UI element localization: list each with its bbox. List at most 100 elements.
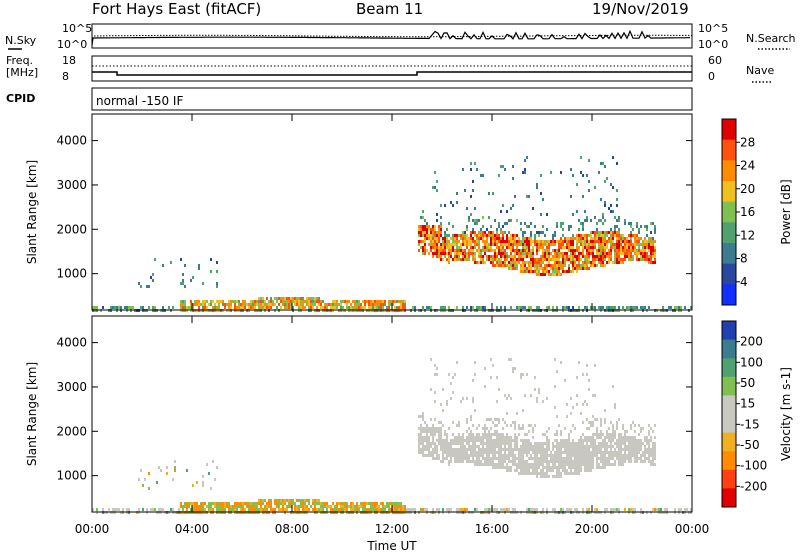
data-cell bbox=[274, 303, 276, 306]
data-cell bbox=[482, 246, 484, 249]
data-cell bbox=[434, 457, 436, 460]
data-cell bbox=[608, 255, 610, 258]
data-cell bbox=[504, 252, 506, 255]
data-cell bbox=[344, 505, 346, 508]
data-cell bbox=[466, 258, 468, 261]
data-cell bbox=[388, 508, 390, 511]
data-cell bbox=[518, 255, 520, 258]
data-cell bbox=[570, 457, 572, 460]
data-cell bbox=[646, 246, 648, 249]
data-cell bbox=[652, 460, 654, 463]
data-cell bbox=[466, 397, 468, 400]
data-cell bbox=[244, 306, 246, 309]
data-cell bbox=[526, 252, 528, 255]
data-cell bbox=[422, 246, 424, 249]
data-cell bbox=[516, 457, 518, 460]
data-cell bbox=[642, 243, 644, 246]
data-cell bbox=[532, 466, 534, 469]
data-cell bbox=[374, 505, 376, 508]
data-cell bbox=[536, 246, 538, 249]
data-cell bbox=[108, 508, 110, 511]
data-cell bbox=[358, 306, 360, 309]
data-cell bbox=[498, 222, 500, 225]
data-cell bbox=[636, 255, 638, 258]
data-cell bbox=[582, 243, 584, 246]
data-cell bbox=[468, 457, 470, 460]
data-cell bbox=[184, 285, 186, 288]
data-cell bbox=[252, 502, 254, 505]
data-cell bbox=[522, 442, 524, 445]
data-cell bbox=[368, 306, 370, 309]
data-cell bbox=[462, 237, 464, 240]
data-cell bbox=[546, 258, 548, 261]
data-cell bbox=[594, 448, 596, 451]
data-cell bbox=[624, 448, 626, 451]
data-cell bbox=[594, 240, 596, 243]
data-cell bbox=[474, 454, 476, 457]
data-cell bbox=[598, 255, 600, 258]
data-cell bbox=[478, 231, 480, 234]
data-cell bbox=[528, 240, 530, 243]
data-cell bbox=[640, 445, 642, 448]
data-cell bbox=[456, 451, 458, 454]
data-cell bbox=[638, 433, 640, 436]
data-cell bbox=[568, 436, 570, 439]
power-colorbar-tick-label: 8 bbox=[740, 252, 748, 266]
data-cell bbox=[640, 258, 642, 261]
data-cell bbox=[616, 243, 618, 246]
data-cell bbox=[314, 303, 316, 306]
data-cell bbox=[620, 433, 622, 436]
data-cell bbox=[430, 427, 432, 430]
data-cell bbox=[548, 252, 550, 255]
data-cell bbox=[446, 451, 448, 454]
data-cell bbox=[466, 508, 468, 511]
data-cell bbox=[496, 243, 498, 246]
data-cell bbox=[480, 451, 482, 454]
data-cell bbox=[592, 448, 594, 451]
data-cell bbox=[140, 285, 142, 288]
data-cell bbox=[590, 436, 592, 439]
data-cell bbox=[162, 306, 164, 309]
data-cell bbox=[496, 264, 498, 267]
data-cell bbox=[616, 240, 618, 243]
data-cell bbox=[540, 261, 542, 264]
data-cell bbox=[280, 508, 282, 511]
data-cell bbox=[428, 436, 430, 439]
data-cell bbox=[454, 237, 456, 240]
data-cell bbox=[566, 460, 568, 463]
data-cell bbox=[294, 300, 296, 303]
power-colorbar-swatch bbox=[722, 243, 736, 265]
data-cell bbox=[502, 240, 504, 243]
data-cell bbox=[506, 448, 508, 451]
data-cell bbox=[316, 306, 318, 309]
data-cell bbox=[278, 505, 280, 508]
data-cell bbox=[250, 303, 252, 306]
data-cell bbox=[254, 502, 256, 505]
data-cell bbox=[374, 508, 376, 511]
data-cell bbox=[112, 508, 114, 511]
data-cell bbox=[566, 442, 568, 445]
data-cell bbox=[500, 264, 502, 267]
data-cell bbox=[194, 300, 196, 303]
data-cell bbox=[208, 303, 210, 306]
data-cell bbox=[568, 448, 570, 451]
data-cell bbox=[516, 463, 518, 466]
data-cell bbox=[506, 436, 508, 439]
data-cell bbox=[520, 306, 522, 309]
sky-panel-label: N.Sky bbox=[5, 34, 37, 47]
data-cell bbox=[474, 439, 476, 442]
data-cell bbox=[570, 270, 572, 273]
data-cell bbox=[538, 258, 540, 261]
data-cell bbox=[260, 300, 262, 303]
data-cell bbox=[648, 255, 650, 258]
data-cell bbox=[532, 448, 534, 451]
data-cell bbox=[472, 436, 474, 439]
data-cell bbox=[368, 303, 370, 306]
data-cell bbox=[506, 210, 508, 213]
data-cell bbox=[460, 508, 462, 511]
data-cell bbox=[486, 445, 488, 448]
data-cell bbox=[356, 502, 358, 505]
data-cell bbox=[604, 451, 606, 454]
data-cell bbox=[578, 454, 580, 457]
data-cell bbox=[608, 207, 610, 210]
